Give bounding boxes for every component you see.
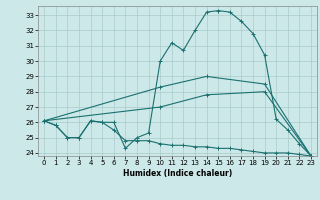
X-axis label: Humidex (Indice chaleur): Humidex (Indice chaleur): [123, 169, 232, 178]
